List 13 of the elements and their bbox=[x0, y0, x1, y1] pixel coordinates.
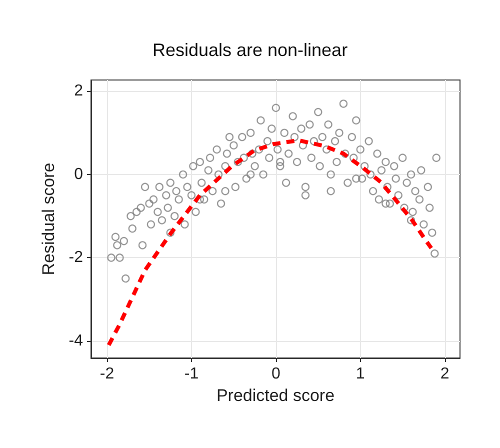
y-tick-label: -2 bbox=[68, 249, 84, 266]
x-tick-label: 0 bbox=[271, 366, 280, 382]
chart-title: Residuals are non-linear bbox=[152, 40, 348, 60]
y-tick-label: 0 bbox=[74, 166, 84, 183]
y-tick-label: -4 bbox=[68, 332, 84, 350]
x-tick-label: 2 bbox=[440, 366, 450, 382]
line-series bbox=[106, 138, 434, 348]
x-tick-label: -2 bbox=[100, 366, 114, 382]
x-tick-label: -1 bbox=[184, 366, 199, 382]
x-tick-label: 1 bbox=[356, 366, 365, 382]
x-axis-title: Predicted score bbox=[216, 386, 335, 405]
y-axis-title: Residual score bbox=[39, 162, 58, 276]
y-tick-label: 2 bbox=[74, 82, 84, 100]
